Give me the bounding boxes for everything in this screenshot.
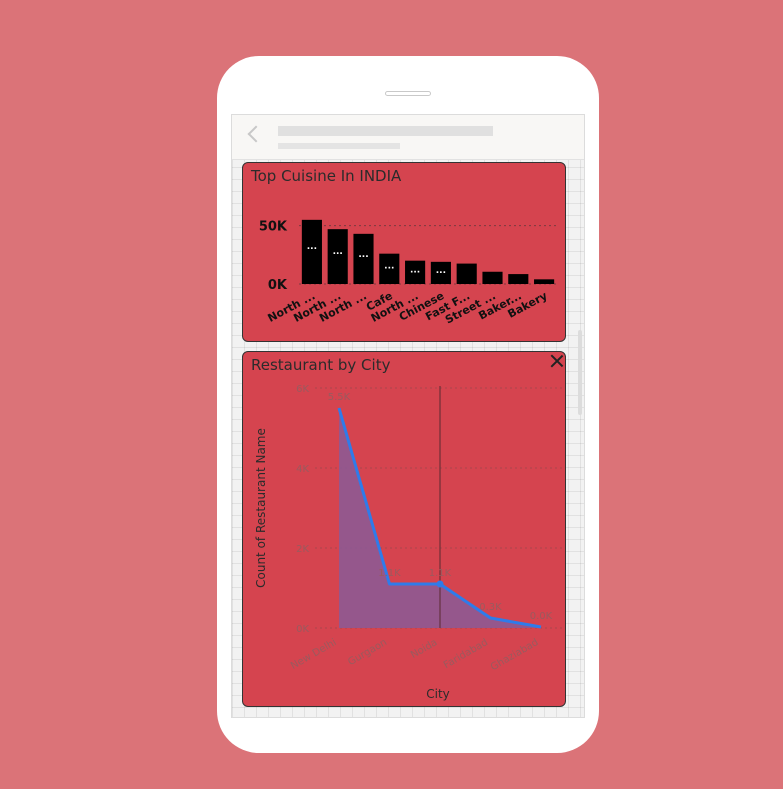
- bar: [430, 261, 451, 284]
- data-label: 0.3K: [479, 602, 502, 613]
- data-label: 0.0K: [530, 611, 553, 622]
- top-cuisine-title: Top Cuisine In INDIA: [251, 167, 402, 185]
- restaurant-by-city-area-chart: 0K 2K 4K 6K 5.5K 1.1K 1.1K 0.3K 0.0K New Delhi Gur…: [254, 384, 563, 701]
- data-label: ...: [410, 265, 420, 275]
- top-cuisine-visual[interactable]: Top Cuisine In INDIA 0K 50K... North .....…: [242, 162, 566, 342]
- x-tick-label: Gurgaon: [346, 637, 389, 668]
- y-axis-title: Count of Restaurant Name: [254, 428, 268, 588]
- data-label: 5.5K: [328, 392, 351, 403]
- bar: [534, 279, 555, 284]
- bar: [405, 260, 426, 284]
- data-label: ...: [384, 261, 394, 271]
- bar: [301, 219, 322, 284]
- data-label: ...: [358, 250, 368, 260]
- restaurant-by-city-title: Restaurant by City: [251, 356, 391, 374]
- x-tick-label: Noida: [409, 637, 439, 661]
- title-placeholder: [278, 126, 493, 136]
- phone-speaker: [385, 91, 431, 96]
- subtitle-placeholder: [278, 143, 400, 149]
- bar: [353, 233, 374, 284]
- x-tick-label: Faridabad: [442, 637, 490, 671]
- y-tick-label: 4K: [296, 464, 309, 475]
- y-tick-label: 2K: [296, 544, 309, 555]
- back-chevron-icon[interactable]: [247, 125, 265, 143]
- bar: [482, 271, 503, 284]
- restaurant-by-city-visual[interactable]: Restaurant by City 0K 2K 4K 6K 5.5K 1.1K 1.1K 0…: [242, 351, 566, 707]
- data-label: ...: [333, 247, 343, 257]
- x-axis-title: City: [426, 687, 450, 701]
- bar: [456, 263, 477, 284]
- bar: [379, 253, 400, 284]
- vertical-scrollbar[interactable]: [578, 330, 582, 415]
- data-label: ...: [436, 266, 446, 276]
- y-tick-label: 0K: [296, 624, 309, 635]
- bar: [327, 229, 348, 284]
- data-label: 1.1K: [429, 568, 452, 579]
- x-tick-label: Ghaziabad: [489, 637, 541, 673]
- report-header: [232, 115, 584, 160]
- x-tick-label: New Delhi: [289, 637, 338, 672]
- y-tick-label: 6K: [296, 384, 309, 395]
- data-label: 1.1K: [378, 568, 401, 579]
- bar: [508, 274, 529, 284]
- data-label: ...: [307, 242, 317, 252]
- data-point: [436, 580, 444, 588]
- y-tick-label: 50K: [259, 220, 288, 235]
- y-tick-label: 0K: [268, 278, 288, 293]
